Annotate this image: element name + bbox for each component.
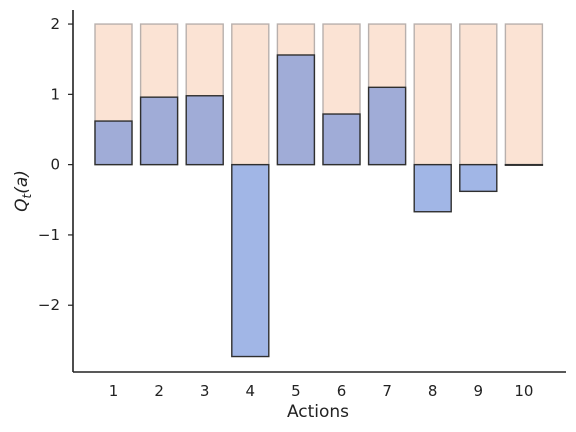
y-tick-label: −1 bbox=[38, 226, 60, 244]
x-tick-label: 1 bbox=[109, 382, 119, 400]
bars-layer bbox=[94, 23, 544, 358]
bar-series-1-action-10 bbox=[504, 23, 544, 166]
bar-series-2-action-2 bbox=[139, 96, 179, 166]
bar-series-2-action-3 bbox=[185, 95, 224, 166]
bar-series-1-action-8 bbox=[413, 23, 452, 166]
bar-series-2-action-5 bbox=[276, 54, 316, 166]
bar-series-2-action-4 bbox=[231, 163, 270, 358]
y-tick-label: 0 bbox=[50, 156, 60, 174]
y-ticks: 2 1 0 −1 −2 bbox=[38, 15, 73, 314]
bar-series-2-action-6 bbox=[322, 113, 361, 166]
y-tick-label: 1 bbox=[50, 85, 60, 103]
x-tick-label: 6 bbox=[337, 382, 347, 400]
x-tick-label: 10 bbox=[514, 382, 533, 400]
x-tick-label: 8 bbox=[428, 382, 438, 400]
bar-series-1-action-4 bbox=[231, 23, 270, 166]
bar-series-2-action-1 bbox=[94, 120, 133, 166]
bar-series-2-action-7 bbox=[367, 86, 407, 166]
y-axis-label-arg: (a) bbox=[12, 170, 32, 194]
y-axis-label: Qt(a) bbox=[12, 170, 34, 212]
y-tick-label: −2 bbox=[38, 296, 60, 314]
x-tick-label: 7 bbox=[382, 382, 392, 400]
x-tick-label: 9 bbox=[474, 382, 484, 400]
x-tick-label: 5 bbox=[291, 382, 301, 400]
y-axis-label-sub: t bbox=[20, 193, 34, 199]
x-tick-label: 4 bbox=[246, 382, 256, 400]
y-axis-label-main: Q bbox=[12, 199, 32, 212]
bar-series-1-action-9 bbox=[459, 23, 498, 166]
x-tick-label: 2 bbox=[154, 382, 164, 400]
x-ticks: 1 2 3 4 5 6 7 8 9 10 bbox=[109, 382, 534, 400]
bar-series-2-action-10 bbox=[504, 163, 544, 166]
x-axis-label: Actions bbox=[287, 402, 349, 422]
x-tick-label: 3 bbox=[200, 382, 210, 400]
bar-series-2-action-8 bbox=[413, 163, 452, 213]
bar-series-2-action-9 bbox=[459, 163, 498, 193]
y-tick-label: 2 bbox=[50, 15, 60, 33]
